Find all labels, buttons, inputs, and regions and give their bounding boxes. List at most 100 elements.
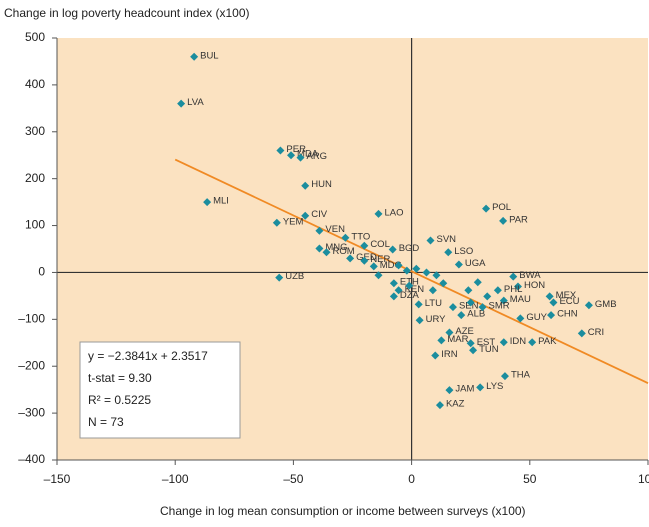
- point: [500, 372, 509, 381]
- point: [287, 151, 296, 160]
- point: [394, 261, 403, 270]
- point-label: LVA: [187, 97, 204, 108]
- point: [466, 298, 475, 307]
- point-label: EST: [477, 337, 496, 348]
- point-label: JAM: [455, 384, 474, 395]
- point-label: ECU: [559, 296, 579, 307]
- point-label: SEN: [459, 301, 479, 312]
- y-tick-label: –200: [18, 358, 45, 372]
- point: [448, 303, 457, 312]
- point-label: PAK: [538, 336, 557, 347]
- point-label: MAR: [447, 334, 468, 345]
- point-label: BGD: [399, 243, 420, 254]
- point-label: URY: [426, 314, 447, 325]
- y-tick-label: –100: [18, 312, 45, 326]
- point: [454, 260, 463, 269]
- point-label: CRI: [588, 327, 604, 338]
- point: [374, 271, 383, 280]
- point: [422, 268, 431, 277]
- point: [476, 383, 485, 392]
- y-tick-label: –400: [18, 452, 45, 466]
- y-tick-label: 300: [25, 124, 45, 138]
- trend-line: [174, 158, 649, 384]
- point-label: MDG: [380, 260, 402, 271]
- point: [296, 153, 305, 162]
- point: [301, 181, 310, 190]
- point-label: NER: [370, 254, 390, 265]
- point-label: UZB: [285, 271, 304, 282]
- point: [432, 271, 441, 280]
- point-label: LSO: [454, 246, 473, 257]
- point-label: MDA: [297, 149, 319, 160]
- point: [360, 241, 369, 250]
- point: [276, 146, 285, 155]
- point-label: IDN: [510, 336, 527, 347]
- point-label: SVN: [437, 234, 457, 245]
- point-label: ARG: [306, 151, 327, 162]
- point: [405, 281, 414, 290]
- point: [341, 233, 350, 242]
- point: [457, 311, 466, 320]
- point: [464, 286, 473, 295]
- point-label: ROM: [332, 246, 354, 257]
- y-tick-label: 200: [25, 171, 45, 185]
- point: [437, 336, 446, 345]
- stats-text: N = 73: [88, 415, 124, 429]
- point: [493, 286, 502, 295]
- point: [431, 351, 440, 360]
- point: [499, 338, 508, 347]
- point: [369, 262, 378, 271]
- point-label: BWA: [519, 270, 541, 281]
- point-label: MAU: [510, 294, 531, 305]
- point-label: CHN: [557, 309, 578, 320]
- point: [478, 303, 487, 312]
- point: [426, 236, 435, 245]
- point-label: KAZ: [446, 399, 465, 410]
- point-label: MEX: [556, 290, 577, 301]
- stats-text: R² = 0.5225: [88, 393, 151, 407]
- x-tick-label: 50: [523, 472, 537, 486]
- y-tick-label: 400: [25, 77, 45, 91]
- point-label: GED: [356, 252, 377, 263]
- stats-text: y = −2.3841x + 2.3517: [88, 349, 208, 363]
- point: [374, 209, 383, 218]
- point: [469, 346, 478, 355]
- y-tick-label: 0: [38, 265, 45, 279]
- point-label: PHL: [504, 284, 522, 295]
- point: [499, 216, 508, 225]
- point: [528, 338, 537, 347]
- point: [346, 254, 355, 263]
- point: [315, 226, 324, 235]
- point: [275, 273, 284, 282]
- point: [483, 292, 492, 301]
- x-tick-label: 100: [638, 472, 649, 486]
- point: [482, 204, 491, 213]
- y-tick-label: –300: [18, 405, 45, 419]
- point: [402, 266, 411, 275]
- point-label: COL: [370, 239, 390, 250]
- point: [428, 286, 437, 295]
- point-label: GMB: [595, 299, 617, 310]
- point-label: UGA: [465, 258, 486, 269]
- point: [577, 329, 586, 338]
- point-label: TTO: [351, 231, 370, 242]
- point: [301, 211, 310, 220]
- point-label: CIV: [311, 209, 328, 220]
- point: [272, 218, 281, 227]
- point: [513, 282, 522, 291]
- point-label: POL: [492, 202, 511, 213]
- point-label: MLI: [213, 196, 229, 207]
- point-label: IRN: [441, 349, 458, 360]
- point-label: AZE: [455, 326, 473, 337]
- y-tick-label: 500: [25, 30, 45, 44]
- point: [360, 256, 369, 265]
- point: [439, 279, 448, 288]
- point: [415, 316, 424, 325]
- point: [516, 314, 525, 323]
- point-label: HON: [524, 280, 545, 291]
- point-label: LAO: [385, 207, 404, 218]
- chart-title: Change in log poverty headcount index (x…: [4, 6, 250, 20]
- point-label: KEN: [405, 284, 425, 295]
- point-label: GUY: [526, 312, 547, 323]
